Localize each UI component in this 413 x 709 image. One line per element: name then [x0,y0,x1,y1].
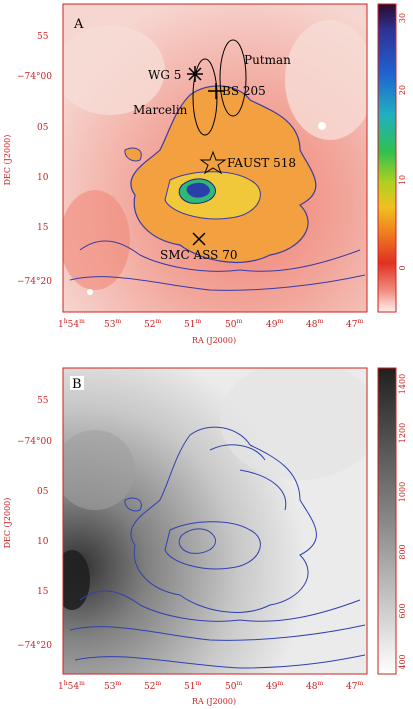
xtick-a-0: 1h54m [58,318,85,330]
panel-a: A WG 5 Putman BS 205 Marcelin FAUST 518 … [3,3,407,345]
cbar-b-tick-0: 1400 [398,374,407,394]
panel-b-letter: B [72,377,82,392]
panel-a-xticks: 1h54m 53m 52m 51m 50m 49m 48m 47m [58,318,363,330]
label-bs205: BS 205 [222,84,266,98]
cbar-b-tick-2: 1000 [398,482,407,502]
panel-b: B 55 −74°00 05 10 15 −74°20 DEC (J2000) … [3,367,407,706]
wg5-asterisk-icon [187,66,203,82]
xtick-a-3: 51m [184,318,201,330]
label-smc: SMC ASS 70 [160,248,237,262]
xtick-a-6: 48m [306,318,323,330]
ytick-a-4: 15 [37,223,49,233]
panel-b-xticks: 1h54m 53m 52m 51m 50m 49m 48m 47m [58,680,363,692]
marcelin-ellipse [192,58,218,136]
cbar-b-tick-4: 600 [398,603,407,618]
smc-cross-icon [192,232,206,246]
label-faust: FAUST 518 [227,156,296,170]
cbar-a-tick-0: 30 [398,13,407,23]
xtick-a-7: 47m [346,318,363,330]
xtick-a-4: 50m [225,318,242,330]
cbar-b-tick-3: 800 [398,544,407,559]
cbar-a-tick-3: 0 [398,265,407,270]
xtick-a-1: 53m [104,318,121,330]
panel-a-colorbar-ticks: 30 20 10 0 [398,13,407,271]
cbar-b-tick-5: 400 [398,654,407,669]
ytick-a-1: −74°00 [17,72,52,82]
panel-b-letter-bg [70,376,84,390]
ytick-b-1: −74°00 [17,437,52,447]
panel-a-ylabel: DEC (J2000) [3,135,12,186]
bs205-plus-icon [208,83,224,99]
xtick-b-0: 1h54m [58,680,85,692]
xtick-b-7: 47m [346,680,363,692]
ytick-b-5: −74°20 [17,641,52,651]
panel-a-colorbar [377,3,397,313]
xtick-b-1: 53m [104,680,121,692]
panel-b-colorbar [377,367,397,675]
label-wg5: WG 5 [148,68,181,82]
faust-star-icon [199,150,227,175]
ytick-a-0: 55 [37,32,49,42]
panel-a-yticks: 55 −74°00 05 10 15 −74°20 [17,32,52,287]
panel-b-ylabel: DEC (J2000) [3,498,12,549]
panel-b-image [63,368,367,674]
cbar-a-tick-1: 20 [398,85,407,95]
xtick-b-3: 51m [184,680,201,692]
panel-b-frame [62,367,368,675]
label-putman: Putman [244,53,291,67]
ytick-b-4: 15 [37,587,49,597]
ytick-a-5: −74°20 [17,277,52,287]
ytick-a-3: 10 [37,173,49,183]
putman-ellipse [219,39,247,117]
cbar-b-tick-1: 1200 [398,423,407,443]
panel-b-colorbar-ticks: 1400 1200 1000 800 600 400 [398,374,407,670]
label-marcelin: Marcelin [133,103,188,117]
ytick-b-3: 10 [37,537,49,547]
panel-a-xlabel: RA (J2000) [192,336,236,345]
cbar-a-tick-2: 10 [398,175,407,185]
xtick-b-2: 52m [144,680,161,692]
ytick-b-0: 55 [37,396,49,406]
xtick-a-5: 49m [266,318,283,330]
panel-a-image [63,4,367,312]
panel-b-yticks: 55 −74°00 05 10 15 −74°20 [17,396,52,651]
panel-b-xlabel: RA (J2000) [192,697,236,706]
panel-a-frame [62,3,368,313]
xtick-b-5: 49m [266,680,283,692]
xtick-a-2: 52m [144,318,161,330]
xtick-b-4: 50m [225,680,242,692]
xtick-b-6: 48m [306,680,323,692]
panel-a-letter: A [73,17,84,32]
ytick-b-2: 05 [37,487,49,497]
ytick-a-2: 05 [37,123,49,133]
